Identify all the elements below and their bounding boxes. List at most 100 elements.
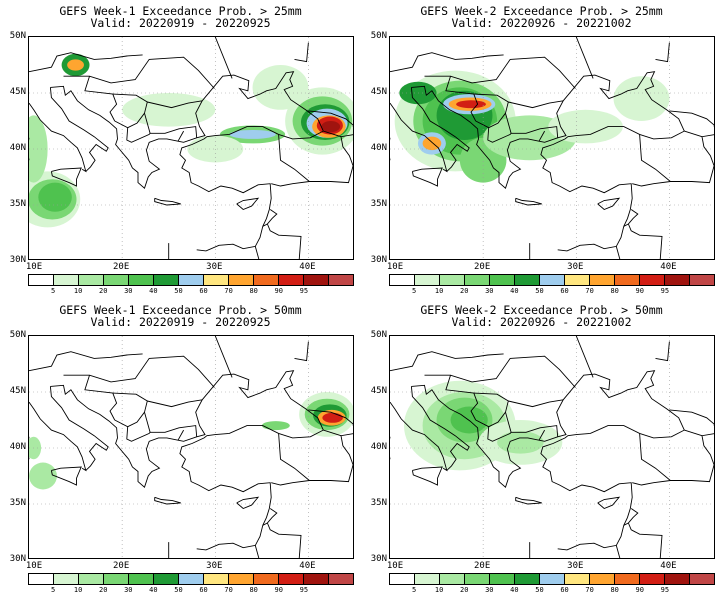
longitude-label: 40E xyxy=(299,262,316,272)
coastline-border xyxy=(29,351,143,372)
coastline-border xyxy=(147,100,203,109)
colorbar-label: 40 xyxy=(149,586,158,594)
colorbar-swatch xyxy=(54,275,79,285)
coastline-border xyxy=(323,429,342,437)
probability-contour xyxy=(322,412,343,423)
coastline-border xyxy=(410,386,470,471)
coastline-border xyxy=(632,433,714,486)
map-canvas xyxy=(29,336,353,558)
coastline-border xyxy=(49,87,109,172)
colorbar-label: 90 xyxy=(635,586,644,594)
colorbar-swatch xyxy=(690,574,714,584)
coastline-border xyxy=(615,545,621,558)
colorbar-swatch xyxy=(415,574,440,584)
colorbar-label: 50 xyxy=(535,586,544,594)
colorbar xyxy=(389,274,715,286)
colorbar-swatch xyxy=(465,275,490,285)
colorbar-swatch xyxy=(179,275,204,285)
coastline-border xyxy=(236,496,260,510)
probability-contour xyxy=(67,59,84,71)
latitude-label: 35N xyxy=(370,199,387,209)
coastline-border xyxy=(177,429,184,441)
longitude-label: 40E xyxy=(660,561,677,571)
colorbar-label: 90 xyxy=(635,287,644,295)
coastline-border xyxy=(615,246,621,259)
latitude-label: 30N xyxy=(370,554,387,564)
longitude-label: 10E xyxy=(25,262,43,272)
colorbar-swatch xyxy=(540,574,565,584)
panel-title: GEFS Week-1 Exceedance Prob. > 25mm xyxy=(59,4,302,18)
colorbar xyxy=(28,573,354,585)
coastline-border xyxy=(655,341,670,362)
colorbar-swatch xyxy=(154,574,179,584)
coastline-border xyxy=(63,355,215,388)
colorbar-label: 30 xyxy=(124,586,133,594)
colorbar-label: 60 xyxy=(560,287,569,295)
colorbar-label: 80 xyxy=(610,287,619,295)
coastline-border xyxy=(655,42,670,63)
latitude-label: 30N xyxy=(9,554,26,564)
coastline-border xyxy=(410,87,470,172)
coastline-border xyxy=(271,134,353,187)
probability-contour xyxy=(29,436,42,460)
coastline-border xyxy=(411,370,685,551)
coastline-border xyxy=(271,433,353,486)
coastline-border xyxy=(29,102,87,173)
colorbar-swatch xyxy=(665,275,690,285)
coastline-border xyxy=(214,37,233,79)
coastline-border xyxy=(84,375,118,421)
colorbar-swatch xyxy=(229,275,254,285)
coastline-border xyxy=(632,134,714,187)
probability-contour xyxy=(29,462,57,490)
coastline-border xyxy=(411,466,443,486)
coastline-border xyxy=(627,508,663,558)
colorbar-label: 20 xyxy=(460,287,469,295)
latitude-label: 35N xyxy=(370,498,387,508)
latitude-label: 50N xyxy=(9,31,26,41)
colorbar-swatch xyxy=(329,275,353,285)
colorbar-label: 70 xyxy=(585,287,594,295)
longitude-label: 20E xyxy=(474,561,491,571)
longitude-label: 30E xyxy=(567,561,584,571)
panel-valid-dates: Valid: 20220919 - 20220925 xyxy=(90,16,271,30)
colorbar-swatch xyxy=(615,275,640,285)
colorbar-label: 50 xyxy=(174,586,183,594)
panel-title: GEFS Week-2 Exceedance Prob. > 25mm xyxy=(420,4,663,18)
map-panel: GEFS Week-2 Exceedance Prob. > 25mm Valid… xyxy=(361,0,722,299)
coastline-border xyxy=(236,197,260,211)
coastline-border xyxy=(445,375,479,421)
coastline-border xyxy=(473,93,559,138)
coastline-border xyxy=(177,130,184,142)
longitude-label: 30E xyxy=(567,262,584,272)
coastline-border xyxy=(29,52,143,73)
latitude-label: 45N xyxy=(9,87,26,97)
panel-title: GEFS Week-1 Exceedance Prob. > 50mm xyxy=(59,303,302,317)
colorbar xyxy=(28,274,354,286)
colorbar-label: 95 xyxy=(660,586,670,594)
probability-contour xyxy=(399,81,437,105)
coastline-border xyxy=(114,120,151,143)
colorbar-label: 50 xyxy=(535,287,544,295)
coastline-border xyxy=(508,100,564,109)
coastline-border xyxy=(114,419,151,442)
probability-contour xyxy=(497,431,544,454)
colorbar-label: 10 xyxy=(73,586,83,594)
probability-contour xyxy=(548,109,623,144)
coastline-border xyxy=(684,130,703,138)
panel-valid-dates: Valid: 20220926 - 20221002 xyxy=(451,315,632,329)
longitude-label: 30E xyxy=(206,561,223,571)
colorbar-swatch xyxy=(129,574,154,584)
coastline-border xyxy=(597,197,621,211)
colorbar-swatch xyxy=(640,275,665,285)
panel-valid-dates: Valid: 20220926 - 20221002 xyxy=(451,16,632,30)
coastline-border xyxy=(352,423,353,426)
colorbar-label: 10 xyxy=(73,287,83,295)
coastline-border xyxy=(63,56,215,89)
coastline-border xyxy=(154,496,181,505)
coastline-border xyxy=(308,409,353,425)
longitude-label: 20E xyxy=(113,561,130,571)
latitude-label: 30N xyxy=(370,255,387,265)
coastline-border xyxy=(112,93,198,138)
coastline-border xyxy=(50,466,82,486)
latitude-label: 50N xyxy=(9,330,26,340)
